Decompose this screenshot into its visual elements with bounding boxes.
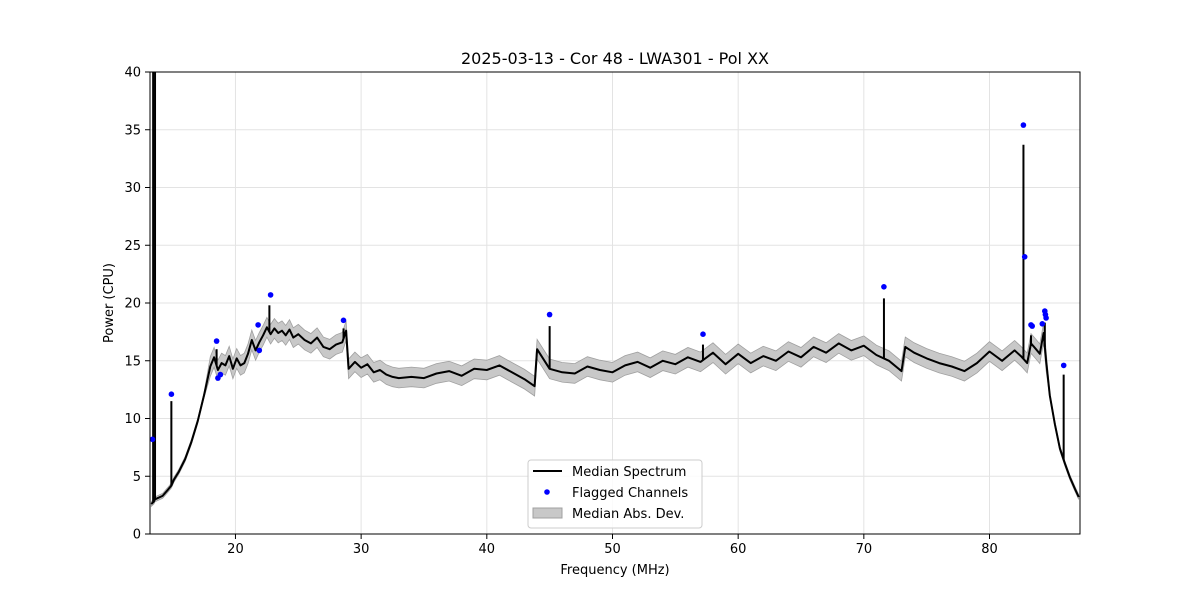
x-tick-label: 70 bbox=[856, 542, 873, 557]
median-spectrum-line bbox=[150, 326, 1080, 505]
flagged-channel-point bbox=[1039, 321, 1046, 327]
legend: Median Spectrum Flagged Channels Median … bbox=[527, 459, 703, 529]
flagged-channel-point bbox=[700, 331, 706, 338]
flagged-channel-point bbox=[1060, 362, 1067, 369]
flagged-channel-point bbox=[546, 311, 553, 318]
flagged-channel-point bbox=[1020, 122, 1027, 128]
x-tick-label: 50 bbox=[604, 542, 621, 557]
y-tick-label: 25 bbox=[124, 239, 141, 254]
flagged-channel-point bbox=[1029, 323, 1035, 329]
x-axis-label: Frequency (MHz) bbox=[560, 563, 669, 578]
y-tick-label: 0 bbox=[133, 528, 141, 543]
mad-band bbox=[150, 316, 1080, 508]
flagged-channel-point bbox=[1043, 315, 1049, 321]
y-axis-label: Power (CPU) bbox=[102, 263, 117, 343]
y-tick-label: 40 bbox=[124, 66, 141, 81]
flagged-channel-point bbox=[881, 284, 887, 290]
flagged-channel-point bbox=[217, 371, 224, 378]
mad-band-area bbox=[150, 316, 1080, 508]
legend-box bbox=[527, 459, 703, 529]
y-tick-label: 30 bbox=[124, 181, 141, 196]
legend-mad-swatch bbox=[532, 507, 563, 519]
chart-title: 2025-03-13 - Cor 48 - LWA301 - Pol XX bbox=[461, 49, 769, 68]
flagged-channel-point bbox=[255, 322, 261, 328]
y-tick-label: 5 bbox=[133, 470, 141, 485]
x-tick-label: 20 bbox=[227, 542, 244, 557]
legend-flagged-swatch bbox=[544, 489, 550, 495]
flagged-channel-point bbox=[213, 338, 220, 344]
legend-flagged-label: Flagged Channels bbox=[572, 486, 688, 501]
x-tick-label: 40 bbox=[479, 542, 496, 557]
flagged-channel-point bbox=[340, 317, 347, 324]
y-tick-label: 35 bbox=[124, 123, 141, 138]
y-tick-label: 15 bbox=[124, 354, 141, 369]
x-tick-label: 80 bbox=[981, 542, 998, 557]
y-tick-label: 20 bbox=[124, 297, 141, 312]
flagged-channel-point bbox=[168, 391, 175, 398]
flagged-channel-point bbox=[256, 347, 263, 354]
flagged-channel-point bbox=[1021, 253, 1028, 260]
legend-mad-label: Median Abs. Dev. bbox=[572, 507, 684, 522]
flagged-channel-point bbox=[267, 292, 274, 298]
legend-median-label: Median Spectrum bbox=[572, 465, 686, 480]
median-line bbox=[150, 72, 1080, 505]
flagged-points bbox=[149, 122, 1067, 443]
flagged-channel-point bbox=[149, 436, 156, 443]
ticks: 20 30 40 50 60 70 80 0 5 10 15 20 25 30 35 40 bbox=[124, 66, 997, 558]
x-tick-label: 30 bbox=[353, 542, 370, 557]
x-tick-label: 60 bbox=[730, 542, 747, 557]
y-tick-label: 10 bbox=[124, 412, 141, 427]
